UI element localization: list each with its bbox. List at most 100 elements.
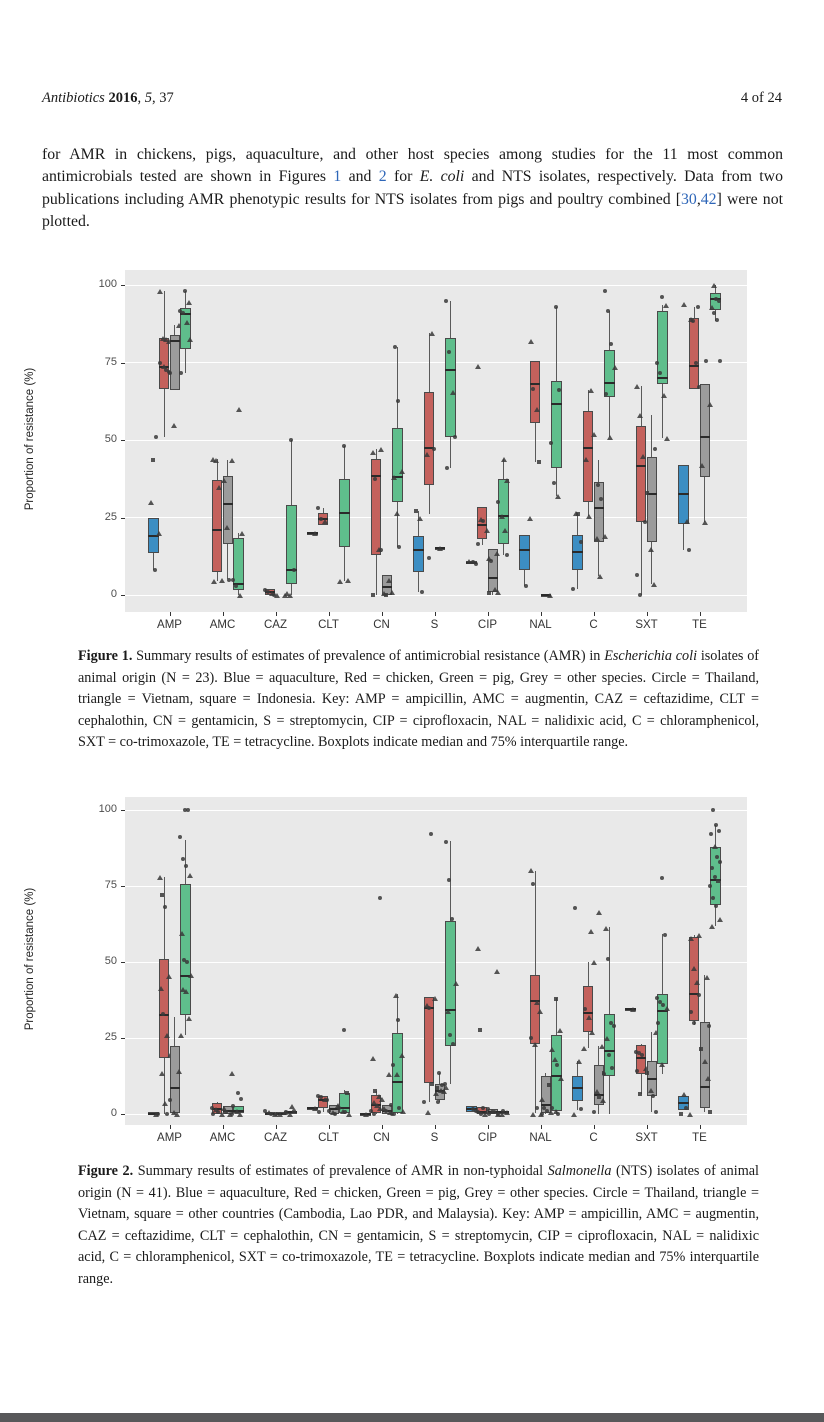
data-point-circle xyxy=(379,548,384,553)
figure-1-caption-text-3: isolates of animal origin (N = 23). Blue… xyxy=(78,648,760,751)
data-point-triangle xyxy=(287,593,294,598)
data-point-circle xyxy=(660,876,665,881)
paragraph-ref-link[interactable]: 30 xyxy=(681,190,697,208)
data-point-triangle xyxy=(501,456,508,462)
data-point-triangle xyxy=(643,1066,650,1072)
x-category-label: C xyxy=(589,619,598,631)
y-tick-label: 0 xyxy=(110,588,117,600)
x-tick-mark xyxy=(169,612,171,616)
data-point-circle xyxy=(447,349,452,354)
data-point-circle xyxy=(697,993,702,998)
data-point-circle xyxy=(638,593,643,597)
data-point-circle xyxy=(655,360,660,365)
data-point-triangle xyxy=(399,1052,406,1058)
data-point-circle xyxy=(531,386,536,391)
data-point-triangle xyxy=(276,1112,283,1117)
data-point-circle xyxy=(473,1108,478,1113)
median-NAL-pig xyxy=(551,1075,562,1078)
data-point-triangle xyxy=(362,1112,369,1117)
data-point-triangle xyxy=(485,555,492,561)
data-point-circle xyxy=(153,434,158,439)
data-point-triangle xyxy=(394,510,401,516)
data-point-triangle xyxy=(273,593,280,598)
data-point-circle xyxy=(544,1108,549,1113)
data-point-triangle xyxy=(157,289,164,295)
data-point-circle xyxy=(714,903,719,908)
data-point-triangle xyxy=(440,1089,447,1095)
data-point-triangle xyxy=(484,527,491,533)
data-point-square xyxy=(383,593,388,597)
data-point-triangle xyxy=(311,531,318,536)
median-CN-other xyxy=(381,586,393,589)
data-point-triangle xyxy=(400,1108,407,1114)
data-point-circle xyxy=(158,360,163,365)
median-CAZ-pig xyxy=(286,569,297,572)
data-point-triangle xyxy=(211,579,218,585)
x-category-label: NAL xyxy=(529,619,552,631)
page-header: Antibiotics 2016, 5, 37 4 of 24 xyxy=(42,90,782,107)
data-point-triangle xyxy=(287,1112,294,1117)
data-point-triangle xyxy=(432,996,439,1002)
data-point-circle xyxy=(239,1096,244,1101)
x-category-label: TE xyxy=(692,1132,707,1144)
x-tick-mark xyxy=(328,612,330,616)
data-point-triangle xyxy=(445,1008,452,1014)
data-point-circle xyxy=(535,1105,540,1110)
data-point-circle xyxy=(427,555,432,560)
data-point-circle xyxy=(635,1069,640,1074)
x-tick-mark xyxy=(275,612,277,616)
data-point-triangle xyxy=(223,524,230,530)
median-C-pig xyxy=(604,381,615,384)
data-point-circle xyxy=(316,1093,321,1098)
data-point-triangle xyxy=(166,973,173,979)
paragraph-ref-link[interactable]: 42 xyxy=(700,190,717,208)
data-point-circle xyxy=(396,1017,401,1022)
data-point-circle xyxy=(186,808,191,812)
data-point-circle xyxy=(439,1083,444,1088)
median-CN-chicken xyxy=(370,474,382,477)
data-point-triangle xyxy=(603,925,610,931)
x-tick-mark xyxy=(540,1125,542,1129)
box-AMP-pig xyxy=(180,883,191,1015)
y-axis-title: Proportion of resistance (%) xyxy=(24,887,36,1031)
x-tick-mark xyxy=(646,1125,648,1129)
data-point-circle xyxy=(319,1095,324,1100)
data-point-triangle xyxy=(179,931,186,937)
data-point-triangle xyxy=(187,873,194,879)
data-point-circle xyxy=(643,520,648,525)
y-tick-label: 50 xyxy=(104,955,117,967)
y-tick-label: 25 xyxy=(104,1031,117,1043)
data-point-circle xyxy=(637,1051,642,1056)
data-point-square xyxy=(707,1110,712,1115)
data-point-triangle xyxy=(370,1056,377,1062)
data-point-triangle xyxy=(538,1096,545,1102)
data-point-square xyxy=(434,1086,439,1091)
data-point-circle xyxy=(161,1011,166,1016)
data-point-triangle xyxy=(378,447,385,453)
data-point-circle xyxy=(234,583,239,588)
data-point-triangle xyxy=(607,434,614,440)
paragraph-ref-link[interactable]: 2 xyxy=(378,168,387,186)
data-point-circle xyxy=(683,1105,688,1110)
data-point-triangle xyxy=(175,323,182,329)
gridline xyxy=(125,1037,747,1039)
data-point-circle xyxy=(653,1110,658,1115)
figure-1-caption-text-0: Figure 1. xyxy=(78,648,133,664)
data-point-triangle xyxy=(157,874,164,880)
data-point-circle xyxy=(606,309,611,314)
data-point-circle xyxy=(541,1105,546,1110)
data-point-circle xyxy=(317,1110,322,1115)
figure-2-caption: Figure 2. Summary results of estimates o… xyxy=(78,1161,759,1291)
x-tick-mark xyxy=(434,612,436,616)
gridline xyxy=(125,439,747,441)
data-point-circle xyxy=(718,358,723,363)
data-point-circle xyxy=(578,1107,583,1112)
data-point-circle xyxy=(183,808,188,812)
box-SXT-chicken xyxy=(635,1045,647,1074)
data-point-circle xyxy=(470,1107,475,1112)
x-tick-mark xyxy=(593,612,595,616)
paragraph-ref-link[interactable]: 1 xyxy=(333,168,342,186)
box-TE-other xyxy=(699,384,711,478)
data-point-triangle xyxy=(547,1110,554,1116)
data-point-circle xyxy=(432,447,437,452)
